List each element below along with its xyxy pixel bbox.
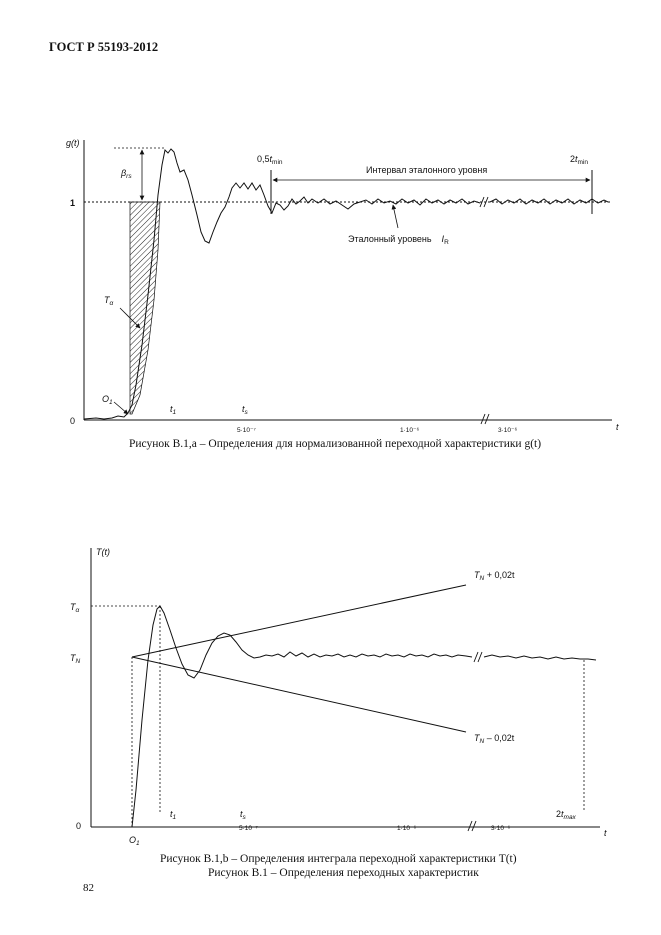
figure-b-y-tick-n: TN [70,653,81,665]
figure-a-x-tick-3: 3·10⁻⁶ [498,427,517,434]
figure-a-o1-label: O1 [102,394,113,406]
figure-a-x-tick-2: 1·10⁻⁶ [400,427,419,434]
figure-b-y-tick-zero: 0 [76,821,81,831]
figure-b-x-label: t [604,828,607,838]
figure-b-upper-label: TN + 0,02t [474,570,515,582]
figure-b-response-curve-tail [483,654,597,661]
page-number: 82 [83,882,94,894]
figure-a-y-label: g(t) [66,138,80,148]
figure-a-interval-label: Интервал эталонного уровня [366,165,487,175]
figure-a: g(t) 1 0 t βrs Tα O1 t1 ts 5·10⁻⁷ 1·10⁻⁶… [66,138,619,434]
figure-a-y-tick-one: 1 [70,198,75,208]
figure-a-x-label: t [616,422,619,432]
figure-a-response-curve [83,148,481,420]
figure-b-caption: Рисунок В.1,b – Определения интеграла пе… [160,853,517,865]
figure-a-response-curve-tail [489,198,609,205]
figure-b-y-label: T(t) [96,547,110,557]
figure-a-x-tick-1: 5·10⁻⁷ [237,427,256,434]
figure-b: T(t) Tα TN 0 t O1 t1 ts 2tmax 5·10⁻⁷ 1·1… [70,547,607,847]
figure-a-2tmin-label: 2tmin [570,154,588,166]
figure-b-curve-break [473,651,483,663]
figure-b-x-tick-1: 5·10⁻⁷ [239,825,258,832]
figure-b-o1-label: O1 [129,835,140,847]
figure-b-ts-label: ts [240,809,247,821]
figure-b-response-curve [131,605,473,828]
figure-a-half-tmin-label: 0,5tmin [257,154,283,166]
document-header: ГОСТ Р 55193-2012 [49,40,159,54]
figure-a-curve-break [479,196,489,208]
figure-a-beta-label: βrs [120,168,132,180]
figure-b-lower-label: TN – 0,02t [474,733,515,745]
figure-a-o1-pointer [113,401,129,415]
figure-b-t1-label: t1 [170,809,177,821]
figure-a-axis-break [480,413,490,425]
figure-a-ts-label: ts [242,404,249,416]
figure-a-reference-pointer [391,204,399,229]
figure-b-y-tick-alpha: Tα [70,602,80,614]
figure-b-tmax-label: 2tmax [556,809,577,821]
figure-a-t1-label: t1 [170,404,177,416]
figure-a-caption: Рисунок В.1,а – Определения для нормализ… [129,438,542,450]
figure-b-lower-bound [131,656,467,733]
figure-a-reference-label: Эталонный уровень IR [348,234,449,246]
figure-b-x-tick-3: 3·10⁻⁶ [491,825,510,832]
figure-a-y-tick-zero: 0 [70,416,75,426]
figure-b-upper-bound [131,584,467,658]
figure-a-t-alpha-pointer [119,307,141,329]
figure-caption: Рисунок В.1 – Определения переходных хар… [208,867,479,879]
figure-b-axis-break [467,820,477,832]
figure-a-hatched-area [129,201,161,415]
figure-b-x-tick-2: 1·10⁻⁶ [397,825,416,832]
figure-a-t-alpha-label: Tα [104,295,114,307]
